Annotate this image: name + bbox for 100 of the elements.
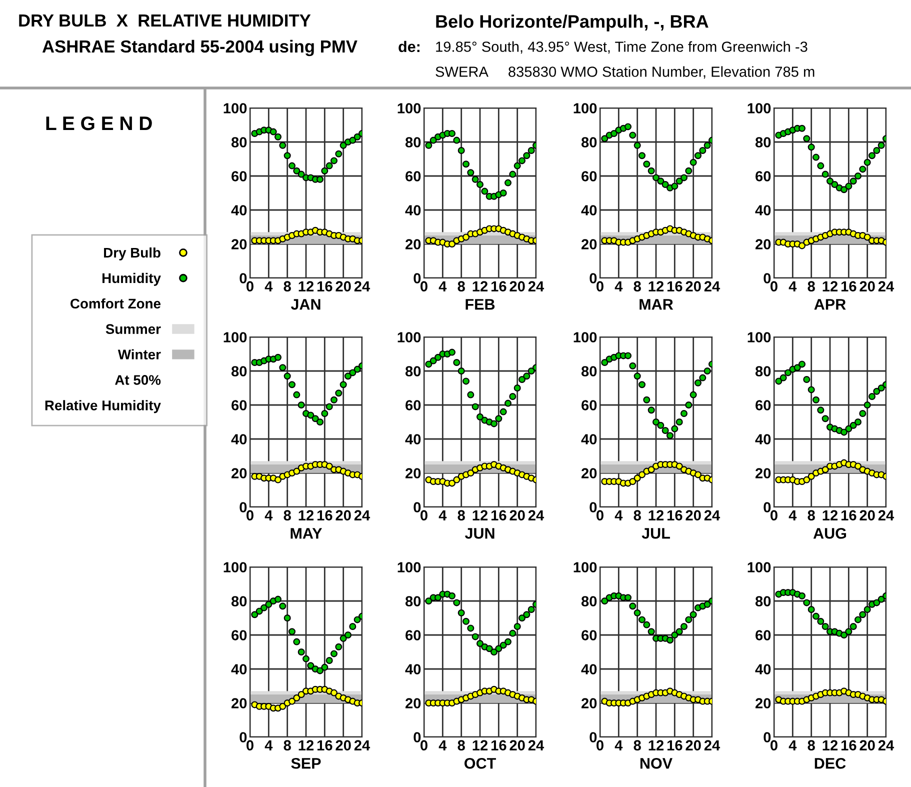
- y-tick-label: 40: [581, 664, 597, 674]
- x-axis-title: NOV: [640, 758, 672, 769]
- x-tick-label: 16: [491, 740, 506, 750]
- x-tick-label: 4: [438, 510, 447, 520]
- x-tick-label: 8: [808, 281, 815, 292]
- x-tick-label: 4: [264, 740, 273, 750]
- point: [803, 476, 810, 484]
- point: [523, 152, 530, 160]
- y-tick-label: 80: [405, 366, 421, 376]
- point: [462, 234, 470, 241]
- y-tick-label: 60: [582, 630, 597, 640]
- point: [859, 611, 866, 618]
- point: [643, 396, 650, 404]
- point: [845, 628, 852, 636]
- point: [340, 381, 347, 388]
- point: [321, 410, 328, 417]
- point: [349, 623, 356, 630]
- point: [803, 135, 810, 142]
- point: [458, 368, 465, 374]
- y-tick-label: 40: [231, 664, 247, 674]
- y-tick-label: 40: [755, 205, 771, 216]
- x-tick-label: 20: [686, 510, 701, 520]
- point: [676, 178, 683, 185]
- y-tick-label: 20: [406, 239, 421, 250]
- point: [704, 368, 711, 374]
- point: [288, 698, 296, 705]
- point: [840, 428, 848, 436]
- y-tick-label: 100: [574, 103, 597, 114]
- y-tick-label: 80: [755, 366, 771, 376]
- point: [293, 468, 300, 475]
- x-axis-title: JAN: [290, 299, 320, 310]
- point: [808, 472, 815, 480]
- point: [326, 657, 333, 664]
- point: [467, 169, 474, 176]
- x-axis-title: OCT: [464, 758, 496, 769]
- point: [845, 425, 852, 432]
- point: [284, 152, 291, 160]
- x-tick-label: 8: [458, 281, 465, 292]
- x-tick-label: 20: [336, 281, 351, 292]
- x-tick-label: 12: [298, 281, 314, 292]
- point: [467, 624, 474, 632]
- point: [293, 167, 300, 174]
- x-tick-label: 20: [336, 510, 351, 520]
- x-tick-label: 16: [317, 510, 332, 520]
- y-tick-label: 0: [414, 273, 421, 284]
- point: [448, 130, 456, 137]
- x-tick-label: 20: [860, 740, 875, 750]
- x-axis-title: JUN: [464, 528, 494, 539]
- x-tick-label: 0: [596, 281, 604, 292]
- point: [298, 691, 305, 698]
- point: [467, 470, 474, 476]
- point: [638, 616, 646, 624]
- x-tick-label: 12: [822, 281, 838, 292]
- x-tick-label: 0: [420, 281, 428, 292]
- x-tick-label: 4: [264, 510, 273, 520]
- x-tick-label: 20: [686, 740, 701, 750]
- point: [270, 128, 277, 136]
- point: [284, 372, 291, 380]
- y-tick-label: 0: [764, 732, 771, 742]
- x-tick-label: 20: [860, 510, 875, 520]
- y-tick-label: 80: [405, 596, 421, 606]
- point: [652, 174, 660, 182]
- point: [601, 135, 608, 142]
- point: [274, 476, 282, 484]
- point: [354, 616, 361, 624]
- point: [634, 142, 641, 149]
- text: Relative Humidity: [45, 400, 161, 414]
- y-tick-label: 100: [398, 562, 421, 572]
- point: [518, 157, 526, 164]
- y-tick-label: 100: [398, 103, 421, 114]
- point: [490, 420, 498, 428]
- point: [878, 596, 885, 603]
- point: [467, 391, 474, 398]
- point: [448, 348, 456, 356]
- point: [472, 403, 479, 410]
- y-tick-label: 80: [581, 596, 597, 606]
- point: [671, 182, 678, 190]
- point: [690, 611, 697, 618]
- y-tick-label: 80: [755, 137, 771, 148]
- y-tick-label: 100: [224, 562, 247, 572]
- y-tick-label: 0: [764, 502, 771, 512]
- point: [330, 689, 338, 696]
- point: [425, 360, 432, 368]
- point: [316, 176, 324, 183]
- point: [873, 388, 880, 395]
- point: [476, 181, 484, 188]
- x-tick-label: 12: [648, 281, 664, 292]
- text: Comfort Zone: [70, 298, 161, 309]
- y-tick-label: 100: [224, 332, 247, 342]
- point: [518, 614, 526, 622]
- text: L E G E N D: [46, 116, 152, 130]
- y-tick-label: 100: [748, 562, 771, 572]
- point: [808, 386, 815, 394]
- x-tick-label: 12: [472, 510, 488, 520]
- y-tick-label: 60: [582, 400, 597, 410]
- point: [854, 172, 862, 180]
- point: [798, 124, 806, 132]
- point: [495, 415, 502, 422]
- point: [472, 176, 479, 183]
- y-tick-label: 0: [240, 502, 247, 512]
